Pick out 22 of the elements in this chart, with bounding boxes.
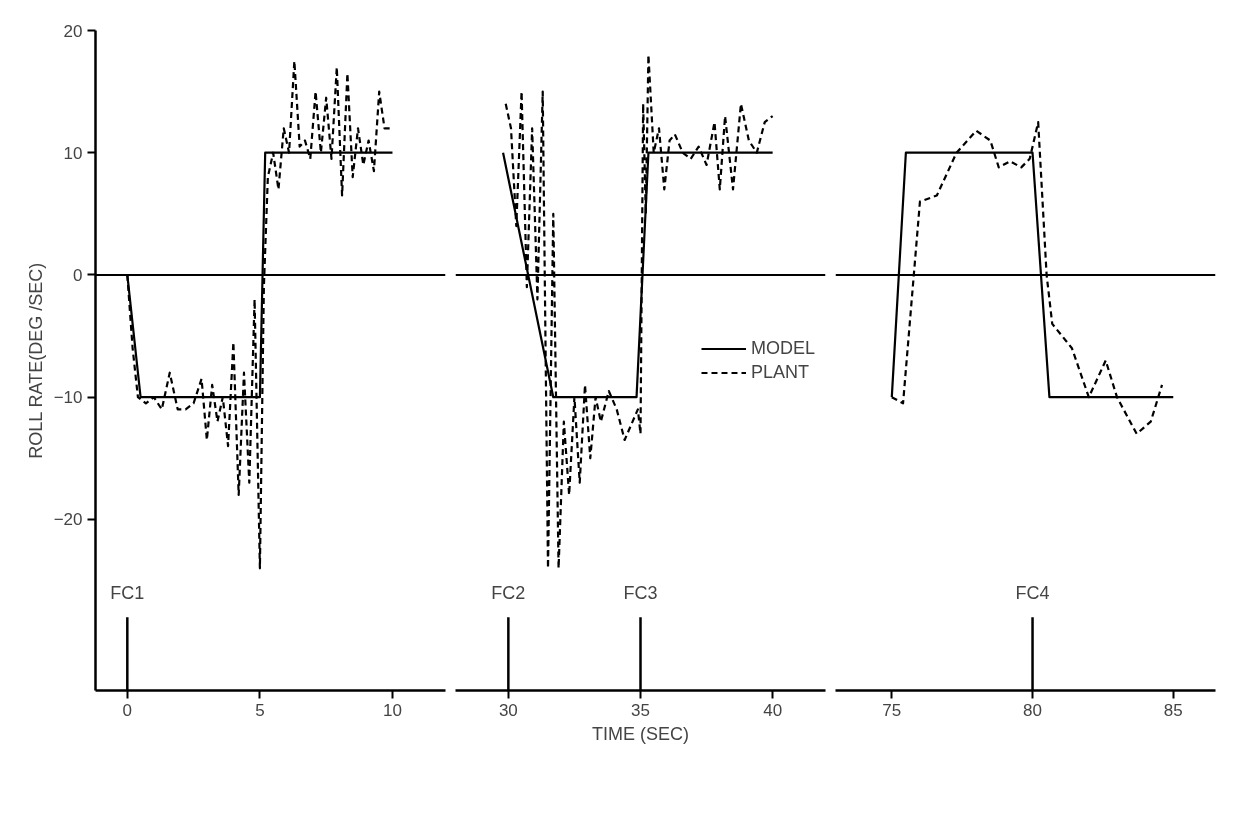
- y-tick-label: −10: [53, 388, 83, 408]
- x-tick-label: 5: [255, 700, 265, 720]
- x-tick-label: 35: [631, 700, 650, 720]
- ref-line-label: FC2: [491, 582, 526, 603]
- y-tick-label: 10: [63, 143, 83, 163]
- ref-line-label: FC3: [623, 582, 658, 603]
- ref-line-label: FC1: [110, 582, 145, 603]
- legend-label: MODEL: [750, 337, 815, 359]
- x-tick-label: 75: [882, 700, 902, 720]
- x-tick-label: 30: [498, 700, 518, 720]
- y-axis-title: ROLL RATE(DEG /SEC): [25, 262, 46, 459]
- x-tick-label: 0: [122, 700, 133, 720]
- ref-line-label: FC4: [1015, 582, 1050, 603]
- y-tick-label: 0: [73, 265, 83, 285]
- legend-label: PLANT: [750, 361, 810, 383]
- x-tick-label: 85: [1163, 700, 1183, 720]
- y-tick-label: 20: [63, 21, 83, 41]
- x-tick-label: 80: [1023, 700, 1042, 720]
- x-tick-label: 10: [383, 700, 402, 720]
- y-tick-label: −20: [53, 510, 83, 530]
- x-tick-label: 40: [763, 700, 783, 720]
- x-axis-title: TIME (SEC): [592, 723, 689, 744]
